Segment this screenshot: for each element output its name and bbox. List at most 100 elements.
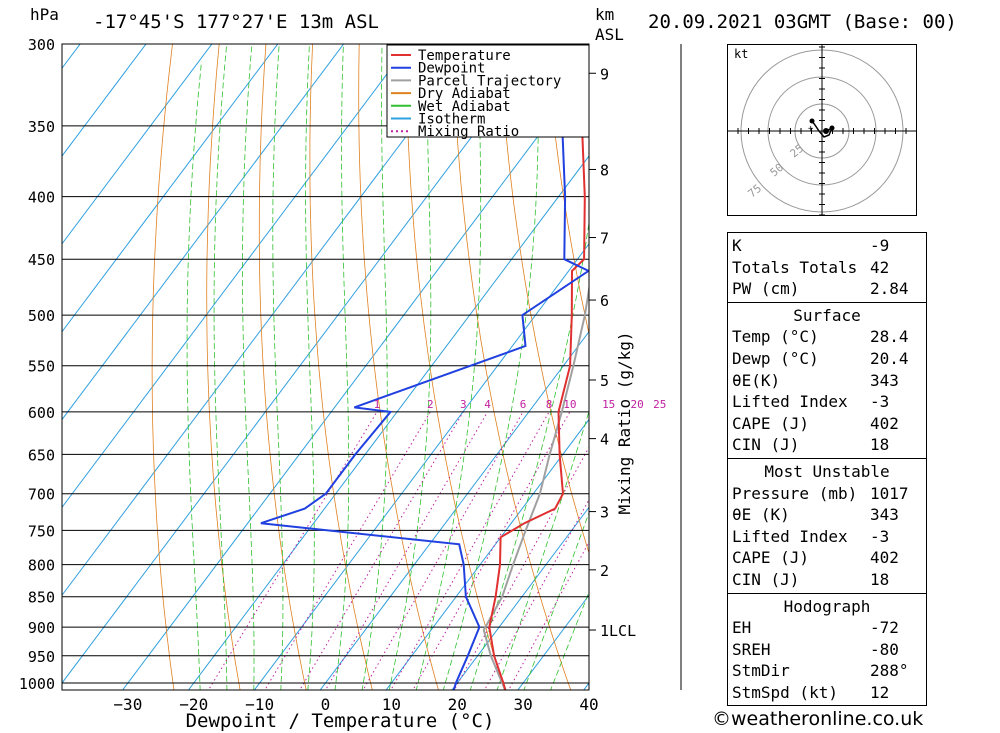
wet-adiabat-line <box>242 44 255 690</box>
mixing-ratio-label: 3 <box>460 398 467 411</box>
pressure-tick-label: 400 <box>28 189 55 207</box>
pressure-tick-label: 850 <box>28 589 55 607</box>
dewpoint-line <box>260 44 589 690</box>
dry-adiabat-line <box>206 44 241 690</box>
mixing-ratio-label: 1 <box>374 398 381 411</box>
pressure-tick-label: 800 <box>28 557 55 575</box>
mixing-ratio-label: 15 <box>602 398 615 411</box>
credit-link[interactable]: ©weatheronline.co.uk <box>712 708 924 730</box>
pressure-tick-label: 350 <box>28 118 55 136</box>
stmspd-row: StmSpd (kt) 12 <box>732 682 890 702</box>
temperature-tick-label: 20 <box>448 695 467 714</box>
most-unstable-title: Most Unstable <box>764 461 890 481</box>
wet-adiabat-line <box>550 590 589 690</box>
isotherm-line <box>62 44 147 157</box>
surface-li-row: Lifted Index -3 <box>732 392 890 412</box>
pressure-tick-label: 950 <box>28 648 55 666</box>
isotherm-line <box>62 44 213 245</box>
parcel-trajectory-line <box>482 283 589 690</box>
isotherm-line <box>253 243 589 690</box>
pressure-unit-label: hPa <box>30 5 59 24</box>
surface-box: Surface Temp (°C) 28.4 Dewp (°C) 20.4 θE(K… <box>727 301 927 459</box>
height-tick-label: 5 <box>600 372 609 390</box>
temperature-tick-label: 30 <box>513 695 532 714</box>
dry-adiabat-line <box>151 44 175 690</box>
temperature-tick-label: 40 <box>579 695 598 714</box>
pressure-tick-label: 300 <box>28 36 55 54</box>
wet-adiabat-line <box>213 44 228 690</box>
mixing-ratio-label: 25 <box>653 398 666 411</box>
axes: 3003504004505005506006507007508008509009… <box>19 36 666 714</box>
mu-li-row: Lifted Index -3 <box>732 526 890 546</box>
surface-theta-row: θE(K) 343 <box>732 370 899 390</box>
height-tick-label: 4 <box>600 431 609 449</box>
legend-label: Wet Adiabat <box>418 99 511 115</box>
wet-adiabat-line <box>305 44 315 690</box>
isotherm-line <box>62 44 81 69</box>
stmdir-row: StmDir 288° <box>732 661 909 681</box>
pressure-tick-label: 650 <box>28 446 55 464</box>
pressure-tick-label: 550 <box>28 358 55 376</box>
legend-label: Mixing Ratio <box>418 124 519 140</box>
isotherm-line <box>451 506 589 690</box>
temperature-tick-label: −10 <box>245 695 274 714</box>
legend-label: Dry Adiabat <box>418 86 511 102</box>
mixing-ratio-line <box>453 446 589 690</box>
mu-pressure-row: Pressure (mb) 1017 <box>732 483 909 503</box>
mixing-ratio-label: 8 <box>546 398 553 411</box>
temperature-tick-label: 10 <box>382 695 401 714</box>
pressure-grid <box>62 43 589 684</box>
pressure-tick-label: 500 <box>28 307 55 325</box>
pressure-tick-label: 600 <box>28 404 55 422</box>
x-axis-label: Dewpoint / Temperature (°C) <box>186 710 495 732</box>
mixing-ratio-label: 2 <box>427 398 434 411</box>
height-tick-label: 6 <box>600 292 609 310</box>
wet-adiabat-line <box>334 44 350 690</box>
mixing-ratio-axis-label: Mixing Ratio (g/kg) <box>615 331 634 514</box>
mixing-ratio-line <box>299 411 464 690</box>
sreh-row: SREH -80 <box>732 639 899 659</box>
mixing-ratio-label: 4 <box>484 398 491 411</box>
pressure-tick-label: 450 <box>28 251 55 269</box>
mixing-ratio-line <box>207 411 378 690</box>
eh-row: EH -72 <box>732 618 899 638</box>
totals-totals-row: Totals Totals 42 <box>732 257 890 277</box>
legend-label: Parcel Trajectory <box>418 73 561 89</box>
wet-adiabat-line <box>186 61 202 690</box>
height-tick-label: 1LCL <box>600 622 636 640</box>
isotherm-line <box>319 330 589 690</box>
wet-adiabat-line <box>523 511 589 690</box>
temperature-line <box>488 44 586 690</box>
datetime-title: 20.09.2021 03GMT (Base: 00) <box>648 11 957 33</box>
mixing-ratio-label: 10 <box>563 398 576 411</box>
hodograph-ring-label-25: 25 <box>788 142 807 160</box>
surface-cape-row: CAPE (J) 402 <box>732 413 899 433</box>
surface-temp-row: Temp (°C) 28.4 <box>732 327 909 347</box>
wet-adiabat-line <box>496 409 589 690</box>
km-unit-label: km <box>595 5 614 24</box>
temperature-tick-label: −20 <box>179 695 208 714</box>
pressure-tick-label: 900 <box>28 619 55 637</box>
hodograph-plot: 25 50 75 + <box>728 45 916 215</box>
plot-frame <box>61 43 590 691</box>
pressure-tick-label: 700 <box>28 486 55 504</box>
surface-cin-row: CIN (J) 18 <box>732 435 890 455</box>
mu-cape-row: CAPE (J) 402 <box>732 548 899 568</box>
hodograph-point <box>823 128 829 134</box>
asl-unit-label: ASL <box>595 25 624 44</box>
dry-adiabat-line <box>995 0 1000 709</box>
legend-label: Temperature <box>418 48 511 64</box>
k-index-row: K -9 <box>732 236 890 255</box>
dry-adiabat-line <box>950 0 1000 709</box>
mixing-ratio-line <box>324 411 489 690</box>
dry-adiabat-line <box>258 44 307 690</box>
legend-label: Isotherm <box>418 112 485 128</box>
hodograph-ring-label-50: 50 <box>768 161 787 179</box>
hodograph-point <box>809 118 815 124</box>
height-tick-label: 9 <box>600 65 609 83</box>
isotherm-line <box>122 67 589 690</box>
isotherm-line <box>62 44 345 421</box>
wet-adiabat-line <box>272 44 284 690</box>
